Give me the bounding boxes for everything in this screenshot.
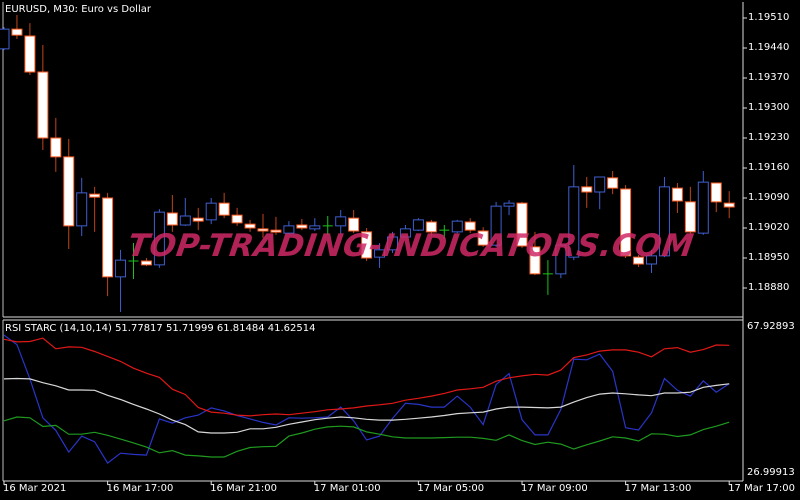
time-tick-label: 17 Mar 01:00 bbox=[313, 483, 381, 494]
candle-bull bbox=[76, 192, 88, 227]
starc-lower-line bbox=[3, 416, 730, 458]
price-tick-label: 1.18880 bbox=[748, 281, 790, 293]
price-tick-label: 1.19020 bbox=[748, 221, 790, 233]
candle-bull bbox=[153, 211, 165, 266]
candle-bull bbox=[555, 244, 567, 275]
candle-bear bbox=[633, 256, 645, 265]
candle-bear bbox=[296, 224, 308, 229]
candle-bear bbox=[89, 193, 101, 198]
price-tick-label: 1.19230 bbox=[748, 132, 790, 143]
time-tick-label: 17 Mar 17:00 bbox=[728, 483, 795, 494]
candle-bear bbox=[231, 214, 243, 224]
candle-bear bbox=[464, 221, 476, 231]
candle-bear bbox=[710, 182, 722, 203]
time-tick-label: 17 Mar 13:00 bbox=[624, 483, 692, 494]
candle-bull bbox=[412, 219, 424, 231]
indicator-legend: RSI STARC (14,10,14) 51.77817 51.71999 6… bbox=[5, 323, 316, 334]
candle-bear bbox=[11, 28, 23, 36]
candle-bull bbox=[309, 225, 321, 230]
candle-bear bbox=[50, 137, 62, 158]
candle-bear bbox=[102, 197, 114, 278]
candle-bull bbox=[115, 259, 127, 278]
candle-bull bbox=[594, 176, 606, 193]
price-tick-label: 1.19510 bbox=[748, 12, 790, 23]
candle-bear bbox=[348, 217, 360, 232]
candle-bear bbox=[257, 228, 269, 232]
candle-bear bbox=[723, 202, 735, 208]
candle-bull bbox=[490, 205, 502, 246]
candle-bull bbox=[399, 228, 411, 238]
price-tick-label: 1.19090 bbox=[748, 191, 790, 203]
candle-bull bbox=[374, 249, 386, 258]
chart-title: EURUSD, M30: Euro vs Dollar bbox=[5, 4, 151, 15]
candle-bear bbox=[63, 156, 75, 227]
candle-bear bbox=[140, 260, 152, 266]
candle-bear bbox=[529, 246, 541, 275]
candle-bull bbox=[205, 202, 217, 221]
candle-bear bbox=[671, 187, 683, 202]
candle-bull bbox=[387, 236, 398, 251]
candle-bull bbox=[283, 225, 295, 234]
candle-bear bbox=[425, 221, 437, 233]
candle-bear bbox=[477, 230, 489, 246]
price-tick-label: 1.19300 bbox=[748, 102, 790, 113]
candle-bear bbox=[166, 212, 178, 226]
candle-bear bbox=[607, 177, 619, 189]
candle-bull bbox=[503, 202, 515, 207]
candle-bull bbox=[646, 255, 657, 265]
price-tick-label: 1.19160 bbox=[748, 162, 790, 173]
time-tick-label: 16 Mar 21:00 bbox=[210, 483, 277, 494]
candle-bull bbox=[335, 216, 347, 227]
starc-middle-line bbox=[3, 377, 730, 434]
candle-bear bbox=[192, 217, 204, 222]
candle-bull bbox=[451, 220, 463, 233]
candle-bear bbox=[516, 202, 528, 247]
candle-bull bbox=[179, 215, 191, 226]
time-tick-label: 16 Mar 2021 bbox=[3, 483, 67, 494]
candle-bull bbox=[658, 186, 670, 257]
time-tick-label: 17 Mar 05:00 bbox=[417, 483, 485, 494]
candle-bear bbox=[684, 201, 696, 233]
candle-bear bbox=[218, 202, 230, 216]
candle-bear bbox=[361, 231, 373, 259]
watermark: TOP-TRADING-INDICATORS.COM bbox=[125, 228, 696, 264]
price-tick-label: 1.18950 bbox=[748, 251, 790, 263]
candle-bear bbox=[270, 229, 282, 233]
candle-bear bbox=[24, 35, 36, 73]
candle-bull bbox=[568, 186, 580, 258]
indicator-max-label: 67.92893 bbox=[747, 321, 795, 332]
time-tick-label: 16 Mar 17:00 bbox=[106, 483, 174, 494]
rsi-line bbox=[3, 334, 730, 464]
candle-bull bbox=[697, 181, 709, 234]
price-tick-label: 1.19370 bbox=[748, 72, 790, 83]
candle-bear bbox=[581, 186, 593, 193]
indicator-min-label: 26.99913 bbox=[747, 467, 795, 478]
candle-bear bbox=[244, 223, 256, 229]
starc-upper-line bbox=[3, 337, 730, 417]
time-tick-label: 17 Mar 09:00 bbox=[521, 483, 588, 494]
candle-bull bbox=[0, 28, 10, 50]
candle-bear bbox=[620, 188, 632, 257]
candle-bear bbox=[37, 71, 49, 139]
price-tick-label: 1.19440 bbox=[748, 42, 790, 53]
